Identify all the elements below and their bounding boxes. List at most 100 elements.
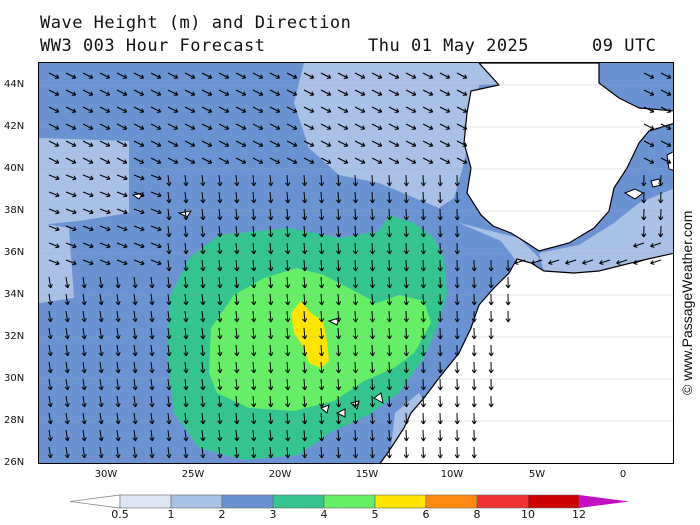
wave-arrow	[235, 72, 247, 79]
wave-arrow	[183, 344, 189, 357]
wave-arrow	[217, 429, 223, 442]
wave-arrow	[650, 259, 662, 265]
wave-arrow	[437, 327, 443, 340]
legend-colorbar	[69, 494, 629, 509]
legend-swatch	[221, 494, 274, 509]
wave-arrow	[99, 72, 111, 79]
legend-label-0-5: 0.5	[111, 508, 129, 521]
wave-arrow	[99, 225, 111, 232]
wave-arrow	[471, 293, 477, 306]
wave-arrow	[386, 174, 392, 187]
wave-arrow	[217, 378, 223, 391]
wave-arrow	[269, 72, 281, 79]
wave-arrow	[285, 446, 291, 459]
wave-level-05-1-biscay	[294, 63, 599, 208]
wave-arrow	[354, 106, 366, 113]
wave-arrow	[422, 140, 434, 147]
wave-arrow	[369, 174, 376, 187]
wave-arrow	[471, 327, 477, 340]
wave-arrow	[420, 412, 426, 425]
legend-label-10: 10	[521, 508, 535, 521]
wave-arrow	[65, 106, 77, 113]
wave-arrow	[218, 106, 230, 113]
wave-arrow	[268, 225, 274, 238]
wave-arrow	[403, 446, 409, 459]
wave-arrow	[149, 378, 155, 391]
wave-arrow	[454, 242, 460, 255]
wave-arrow	[403, 242, 409, 255]
wave-arrow	[488, 361, 494, 374]
wave-arrow	[82, 191, 94, 198]
wave-arrow	[420, 429, 426, 442]
wave-arrow	[268, 310, 274, 323]
wave-arrow	[98, 310, 104, 323]
wave-arrow	[166, 378, 172, 391]
wave-arrow	[234, 446, 240, 459]
wave-arrow	[456, 72, 468, 79]
wave-arrow	[234, 174, 240, 187]
wave-arrow	[251, 344, 257, 357]
wave-arrow	[369, 327, 376, 340]
credit-text: © www.PassageWeather.com	[679, 211, 695, 395]
wave-arrow	[217, 395, 223, 408]
wave-arrow	[150, 157, 162, 164]
wave-arrow	[268, 174, 274, 187]
wave-arrow	[217, 276, 223, 289]
legend-swatch	[527, 494, 580, 509]
wave-arrow	[643, 106, 655, 113]
lon-label-10w: 10W	[440, 469, 464, 480]
wave-arrow	[217, 225, 223, 238]
wave-arrow	[285, 412, 291, 425]
wave-arrow	[166, 208, 172, 221]
wave-arrow	[420, 446, 426, 459]
wave-arrow	[166, 174, 172, 187]
wave-arrow	[285, 344, 291, 357]
wave-arrow	[217, 310, 223, 323]
wave-arrow	[369, 395, 376, 408]
wave-arrow	[420, 174, 426, 187]
lon-label-15w: 15W	[355, 469, 379, 480]
legend-label-6: 6	[422, 508, 430, 521]
wave-arrow	[133, 123, 145, 130]
wave-arrow	[48, 106, 60, 113]
wave-arrow	[319, 208, 325, 221]
wave-arrow	[200, 361, 206, 374]
wave-arrow	[286, 89, 298, 96]
wave-arrow	[405, 72, 417, 79]
wave-arrow	[98, 429, 104, 442]
wave-arrow	[99, 106, 111, 113]
wave-arrow	[252, 89, 264, 96]
lat-label-32n: 32N	[4, 331, 25, 342]
wave-arrow	[98, 446, 104, 459]
wave-arrow	[200, 174, 206, 187]
wave-arrow	[319, 361, 325, 374]
wave-arrow	[218, 72, 230, 79]
wave-arrow	[437, 429, 443, 442]
legend-swatch	[476, 494, 529, 509]
wave-arrow	[48, 140, 60, 147]
wave-arrow	[116, 89, 128, 96]
wave-arrow	[184, 106, 196, 113]
wave-arrow	[82, 140, 94, 147]
wave-arrow	[352, 174, 359, 187]
wave-arrow	[641, 208, 647, 221]
wave-arrow	[471, 361, 477, 374]
wave-arrow	[183, 208, 189, 221]
wave-arrow	[183, 191, 189, 204]
wave-arrow	[352, 344, 359, 357]
wave-arrow	[99, 208, 111, 215]
wave-arrow	[200, 259, 206, 272]
legend-label-4: 4	[320, 508, 328, 521]
wave-arrow	[488, 327, 494, 340]
wave-arrow	[599, 259, 611, 265]
wave-arrow	[65, 242, 77, 249]
wave-arrow	[115, 327, 121, 340]
wave-arrow	[47, 395, 53, 408]
wave-arrow	[98, 344, 104, 357]
graticule	[39, 84, 673, 422]
wave-arrow	[234, 191, 240, 204]
wave-arrow	[403, 344, 409, 357]
wave-arrow	[47, 429, 53, 442]
wave-arrow	[116, 225, 128, 232]
wave-arrow	[166, 276, 172, 289]
